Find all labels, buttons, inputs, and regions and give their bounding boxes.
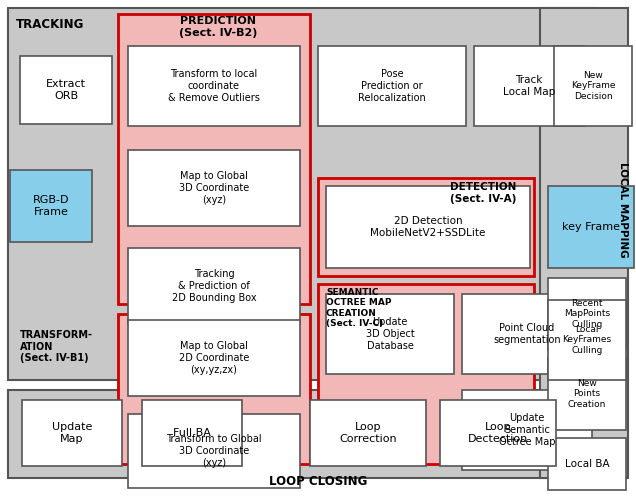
Bar <box>128 248 300 324</box>
Bar <box>548 186 634 268</box>
Bar <box>548 358 626 430</box>
Bar <box>548 278 626 350</box>
Bar <box>10 170 92 242</box>
Bar <box>128 150 300 226</box>
Bar <box>540 8 628 478</box>
Text: Local
KeyFrames
Culling: Local KeyFrames Culling <box>562 325 612 355</box>
Text: Track
Local Map: Track Local Map <box>503 75 555 97</box>
Text: Loop
Correction: Loop Correction <box>339 422 397 444</box>
Text: TRACKING: TRACKING <box>16 18 85 31</box>
Text: Full BA: Full BA <box>173 428 211 438</box>
Bar <box>548 438 626 490</box>
Text: Transform to Global
3D Coordinate
(xyz): Transform to Global 3D Coordinate (xyz) <box>166 434 262 468</box>
Text: Map to Global
2D Coordinate
(xy,yz,zx): Map to Global 2D Coordinate (xy,yz,zx) <box>179 341 249 374</box>
Text: Tracking
& Prediction of
2D Bounding Box: Tracking & Prediction of 2D Bounding Box <box>172 269 256 303</box>
Bar <box>8 8 596 380</box>
Bar <box>474 46 584 126</box>
Text: Local BA: Local BA <box>565 459 609 469</box>
Text: Update
Map: Update Map <box>52 422 92 444</box>
Text: Loop
Dectection: Loop Dectection <box>468 422 528 444</box>
Bar <box>118 314 310 464</box>
Text: Update
3D Object
Database: Update 3D Object Database <box>366 317 415 351</box>
Text: Map to Global
3D Coordinate
(xyz): Map to Global 3D Coordinate (xyz) <box>179 172 249 205</box>
Text: Update
Semantic
Octree Map: Update Semantic Octree Map <box>499 413 555 446</box>
Bar <box>326 294 454 374</box>
Bar <box>440 400 556 466</box>
Bar <box>548 300 626 380</box>
Bar <box>22 400 122 466</box>
Text: TRANSFORM-
ATION
(Sect. IV-B1): TRANSFORM- ATION (Sect. IV-B1) <box>20 330 93 363</box>
Bar <box>318 284 534 464</box>
Text: RGB-D
Frame: RGB-D Frame <box>32 195 69 217</box>
Bar <box>118 14 310 304</box>
Text: Recent
MapPoints
Culling: Recent MapPoints Culling <box>564 299 610 329</box>
Text: PREDICTION
(Sect. IV-B2): PREDICTION (Sect. IV-B2) <box>179 16 257 38</box>
Text: DETECTION
(Sect. IV-A): DETECTION (Sect. IV-A) <box>450 182 516 203</box>
Bar <box>462 294 592 374</box>
Text: LOOP CLOSING: LOOP CLOSING <box>269 475 367 488</box>
Text: 2D Detection
MobileNetV2+SSDLite: 2D Detection MobileNetV2+SSDLite <box>370 216 486 238</box>
Bar <box>128 320 300 396</box>
Bar <box>142 400 242 466</box>
Text: LOCAL MAPPING: LOCAL MAPPING <box>618 162 628 258</box>
Text: New
KeyFrame
Decision: New KeyFrame Decision <box>570 71 615 101</box>
Text: key Frame: key Frame <box>562 222 620 232</box>
Bar <box>326 186 530 268</box>
Bar <box>462 390 592 470</box>
Text: SEMANTIC
OCTREE MAP
CREATION
(Sect. IV-C): SEMANTIC OCTREE MAP CREATION (Sect. IV-C… <box>326 288 392 328</box>
Bar <box>554 46 632 126</box>
Bar <box>128 414 300 488</box>
Text: New
Points
Creation: New Points Creation <box>568 379 606 409</box>
Bar <box>318 178 534 276</box>
Bar <box>20 56 112 124</box>
Bar <box>128 46 300 126</box>
Bar <box>318 46 466 126</box>
Bar <box>310 400 426 466</box>
Bar <box>8 390 596 478</box>
Text: Extract
ORB: Extract ORB <box>46 79 86 101</box>
Text: Point Cloud
segmentation: Point Cloud segmentation <box>493 323 561 345</box>
Text: Transform to local
coordinate
& Remove Outliers: Transform to local coordinate & Remove O… <box>168 69 260 103</box>
Text: Pose
Prediction or
Relocalization: Pose Prediction or Relocalization <box>358 69 426 103</box>
